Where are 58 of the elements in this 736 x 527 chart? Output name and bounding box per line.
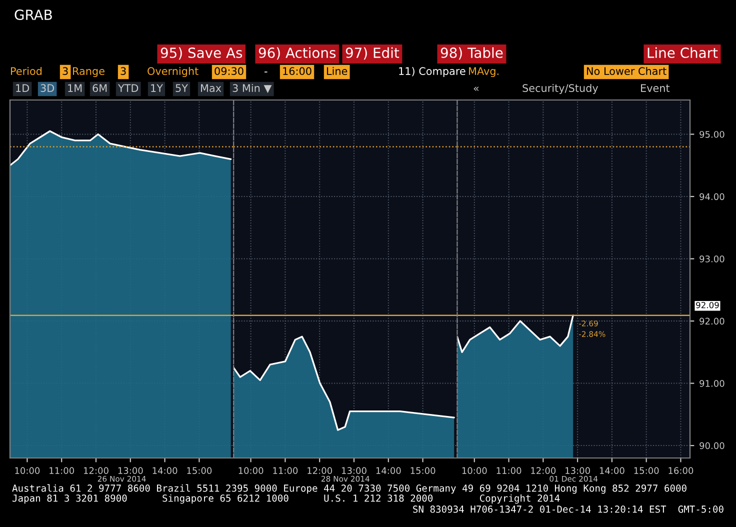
text: 6M xyxy=(92,84,107,92)
text: Event xyxy=(641,84,670,92)
x-tick-label: 11:00 xyxy=(273,467,298,474)
text: YTD xyxy=(118,84,138,92)
y-tick-label: 93.00 xyxy=(700,255,724,262)
text: SN 830934 H706-1347-2 01-Dec-14 13:20:14 EST GMT-5:00 xyxy=(413,506,724,513)
text: Range xyxy=(73,67,104,78)
y-tick-label: 94.00 xyxy=(700,193,724,200)
x-tick-label: 10:00 xyxy=(462,467,487,474)
x-tick-label: 12:00 xyxy=(531,467,556,474)
text: 3 xyxy=(120,67,126,76)
y-tick-label: 95.00 xyxy=(700,130,724,138)
text: Overnight xyxy=(148,66,198,78)
ref-line-label: 92.09 xyxy=(696,302,719,308)
x-tick-label: 15:00 xyxy=(634,467,659,474)
text: 95) Save As xyxy=(160,47,242,60)
text: 16:00 xyxy=(283,67,312,76)
x-tick-label: 10:00 xyxy=(15,467,40,474)
text: Line xyxy=(327,66,348,76)
x-tick-label: 14:00 xyxy=(600,467,624,474)
text: 98) Table xyxy=(440,47,503,60)
x-tick-label: 11:00 xyxy=(496,467,522,474)
text: 11) Compare xyxy=(399,66,466,78)
text: Line Chart xyxy=(648,47,718,58)
text: 3 xyxy=(62,67,68,76)
y-tick-label: 92.00 xyxy=(700,318,724,325)
x-tick-label: 13:00 xyxy=(566,467,590,474)
text: Security/Study xyxy=(522,84,598,94)
text: MAvg. xyxy=(469,67,498,78)
text: 5Y xyxy=(176,84,188,92)
x-tick-label: 12:00 xyxy=(84,467,108,474)
x-tick-label: 14:00 xyxy=(152,467,178,474)
text: GRAB xyxy=(14,10,52,20)
x-tick-label: 14:00 xyxy=(376,467,401,474)
y-tick-label: 91.00 xyxy=(700,380,724,387)
text: « xyxy=(474,86,478,92)
x-tick-label: 12:00 xyxy=(308,467,332,474)
text: 3D xyxy=(40,84,54,92)
text: Japan 81 3 3201 8900 Singapore 65 6212 1000 U.S. 1 212 318 2000 Copyright 2014 xyxy=(12,494,560,504)
text: 09:30 xyxy=(214,67,244,76)
text: 1D xyxy=(16,84,30,92)
x-tick-label: 15:00 xyxy=(410,467,436,474)
text: 96) Actions xyxy=(258,47,336,60)
x-tick-label: 13:00 xyxy=(342,467,366,474)
x-tick-label: 10:00 xyxy=(238,467,264,474)
text: 1Y xyxy=(151,84,164,92)
text: 97) Edit xyxy=(346,47,400,60)
text: Max xyxy=(201,84,222,92)
text: 3 Min ▼ xyxy=(232,84,272,94)
text: Period xyxy=(11,66,42,76)
text: 1M xyxy=(68,84,82,92)
text: Australia 61 2 9777 8600 Brazil 5511 2395 9000 Europe 44 20 7330 7500 Germany 49 69 9204 1210 Hong Kong 852 2977 6000 xyxy=(12,484,686,494)
x-tick-label: 13:00 xyxy=(118,467,143,474)
text: No Lower Chart xyxy=(587,66,666,76)
x-tick-label: 15:00 xyxy=(187,467,212,474)
y-tick-label: 90.00 xyxy=(700,442,724,450)
x-tick-label: 11:00 xyxy=(50,467,74,474)
x-tick-label: 16:00 xyxy=(668,467,694,474)
